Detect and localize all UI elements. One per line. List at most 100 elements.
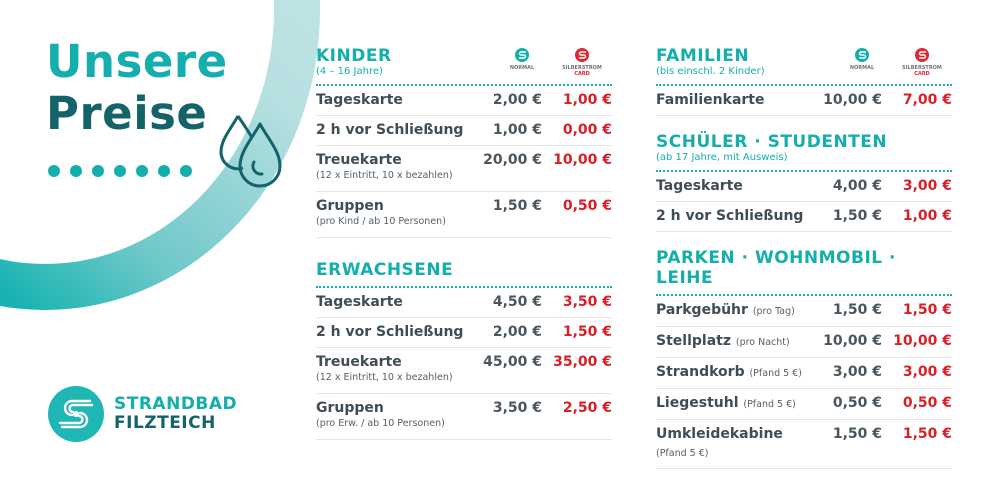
- dot: [136, 165, 148, 177]
- item-note: (pro Nacht): [735, 337, 790, 348]
- price-column-left: KINDER (4 – 16 Jahre) NORMAL SILBERSTROM…: [316, 46, 612, 440]
- dot: [158, 165, 170, 177]
- item-name-wrap: Gruppen (pro Erw. / ab 10 Personen): [316, 399, 474, 430]
- price-card: 1,00 €: [902, 208, 952, 224]
- price-row: Familienkarte 10,00 € 7,00 €: [656, 86, 952, 116]
- section-parken-wohnmobil-leihe: PARKEN · WOHNMOBIL · LEIHE Parkgebühr (p…: [656, 248, 952, 469]
- legend-card: SILBERSTROM CARD: [892, 48, 952, 77]
- price-normal: 20,00 €: [483, 152, 542, 168]
- item-name: Tageskarte: [316, 92, 403, 108]
- item-note: (12 x Eintritt, 10 x bezahlen): [316, 170, 453, 181]
- legend-card-label-2: CARD: [914, 71, 930, 77]
- page-title: Unsere Preise: [46, 36, 228, 140]
- price-row: Umkleidekabine (Pfand 5 €) 1,50 € 1,50 €: [656, 420, 952, 469]
- price-row: 2 h vor Schließung 2,00 € 1,50 €: [316, 318, 612, 348]
- price-row: Treuekarte (12 x Eintritt, 10 x bezahlen…: [316, 146, 612, 192]
- brand-logo: STRANDBAD FILZTEICH: [48, 386, 237, 442]
- section-familien: FAMILIEN (bis einschl. 2 Kinder) NORMAL …: [656, 46, 952, 116]
- price-row: Stellplatz (pro Nacht) 10,00 € 10,00 €: [656, 327, 952, 358]
- section-title: ERWACHSENE: [316, 260, 454, 280]
- price-normal: 1,50 €: [832, 208, 882, 224]
- price-card: 0,00 €: [562, 122, 612, 138]
- section-subtitle: (4 – 16 Jahre): [316, 66, 383, 77]
- price-row: Liegestuhl (Pfand 5 €) 0,50 € 0,50 €: [656, 389, 952, 420]
- brand-line-2: FILZTEICH: [114, 413, 216, 433]
- item-note: (pro Erw. / ab 10 Personen): [316, 418, 445, 429]
- section-header: FAMILIEN (bis einschl. 2 Kinder) NORMAL …: [656, 46, 952, 86]
- section-title: FAMILIEN: [656, 46, 750, 66]
- legend-card: SILBERSTROM CARD: [552, 48, 612, 77]
- price-card: 0,50 €: [562, 198, 612, 214]
- item-name: Gruppen: [316, 198, 384, 214]
- price-normal: 4,50 €: [492, 294, 542, 310]
- dot: [92, 165, 104, 177]
- item-note: (Pfand 5 €): [743, 399, 796, 410]
- item-name: Umkleidekabine: [656, 426, 783, 442]
- section-title: KINDER: [316, 46, 392, 66]
- item-name: Parkgebühr: [656, 302, 748, 318]
- legend-card-label-2: CARD: [574, 71, 590, 77]
- item-name-wrap: Umkleidekabine (Pfand 5 €): [656, 425, 814, 463]
- price-card: 1,50 €: [902, 426, 952, 442]
- item-name-wrap: Treuekarte (12 x Eintritt, 10 x bezahlen…: [316, 353, 474, 384]
- price-normal: 10,00 €: [823, 92, 882, 108]
- price-card: 7,00 €: [902, 92, 952, 108]
- section-erwachsene: ERWACHSENE Tageskarte 4,50 € 3,50 € 2 h …: [316, 260, 612, 440]
- item-name: Gruppen: [316, 400, 384, 416]
- item-name: Stellplatz: [656, 333, 731, 349]
- price-legend: NORMAL SILBERSTROM CARD: [832, 48, 952, 77]
- price-normal: 3,50 €: [492, 400, 542, 416]
- item-name-wrap: Gruppen (pro Kind / ab 10 Personen): [316, 197, 474, 228]
- price-row: 2 h vor Schließung 1,50 € 1,00 €: [656, 202, 952, 232]
- price-row: Treuekarte (12 x Eintritt, 10 x bezahlen…: [316, 348, 612, 394]
- price-card: 3,00 €: [902, 178, 952, 194]
- item-name: Treuekarte: [316, 354, 402, 370]
- item-name-wrap: Parkgebühr (pro Tag): [656, 301, 814, 321]
- price-normal: 4,00 €: [832, 178, 882, 194]
- dot: [48, 165, 60, 177]
- price-normal: 0,50 €: [832, 395, 882, 411]
- water-drops-icon: [219, 115, 282, 188]
- normal-logo-icon: [515, 48, 529, 62]
- price-row: Tageskarte 4,50 € 3,50 €: [316, 288, 612, 318]
- price-card: 35,00 €: [553, 354, 612, 370]
- section-title: PARKEN · WOHNMOBIL · LEIHE: [656, 248, 896, 288]
- price-normal: 2,00 €: [492, 92, 542, 108]
- price-card: 1,50 €: [902, 302, 952, 318]
- item-name-wrap: Liegestuhl (Pfand 5 €): [656, 394, 814, 414]
- price-row: Gruppen (pro Kind / ab 10 Personen) 1,50…: [316, 192, 612, 238]
- item-note: (pro Tag): [752, 306, 795, 317]
- title-line-1: Unsere: [46, 35, 228, 88]
- price-normal: 1,50 €: [832, 302, 882, 318]
- item-name-wrap: Stellplatz (pro Nacht): [656, 332, 814, 352]
- dot: [180, 165, 192, 177]
- price-card: 10,00 €: [553, 152, 612, 168]
- price-card: 10,00 €: [893, 333, 952, 349]
- price-normal: 3,00 €: [832, 364, 882, 380]
- section-header: ERWACHSENE: [316, 260, 612, 288]
- item-name: Treuekarte: [316, 152, 402, 168]
- card-logo-icon: [575, 48, 589, 62]
- price-row: Tageskarte 2,00 € 1,00 €: [316, 86, 612, 116]
- section-subtitle: (ab 17 Jahre, mit Ausweis): [656, 152, 788, 163]
- item-name: Liegestuhl: [656, 395, 739, 411]
- price-row: 2 h vor Schließung 1,00 € 0,00 €: [316, 116, 612, 146]
- price-normal: 1,50 €: [492, 198, 542, 214]
- item-name: Familienkarte: [656, 92, 765, 108]
- price-card: 1,50 €: [562, 324, 612, 340]
- dot-divider: [48, 165, 192, 177]
- price-normal: 1,50 €: [832, 426, 882, 442]
- legend-card-label: SILBERSTROM: [562, 65, 602, 71]
- section-kinder: KINDER (4 – 16 Jahre) NORMAL SILBERSTROM…: [316, 46, 612, 238]
- legend-normal-label: NORMAL: [509, 65, 535, 71]
- price-row: Gruppen (pro Erw. / ab 10 Personen) 3,50…: [316, 394, 612, 440]
- price-normal: 10,00 €: [823, 333, 882, 349]
- brand-name: STRANDBAD FILZTEICH: [114, 395, 237, 433]
- price-normal: 45,00 €: [483, 354, 542, 370]
- price-column-right: FAMILIEN (bis einschl. 2 Kinder) NORMAL …: [656, 46, 952, 469]
- card-logo-icon: [915, 48, 929, 62]
- section-header: SCHÜLER · STUDENTEN (ab 17 Jahre, mit Au…: [656, 132, 952, 172]
- price-row: Tageskarte 4,00 € 3,00 €: [656, 172, 952, 202]
- price-card: 3,00 €: [902, 364, 952, 380]
- item-name-wrap: Treuekarte (12 x Eintritt, 10 x bezahlen…: [316, 151, 474, 182]
